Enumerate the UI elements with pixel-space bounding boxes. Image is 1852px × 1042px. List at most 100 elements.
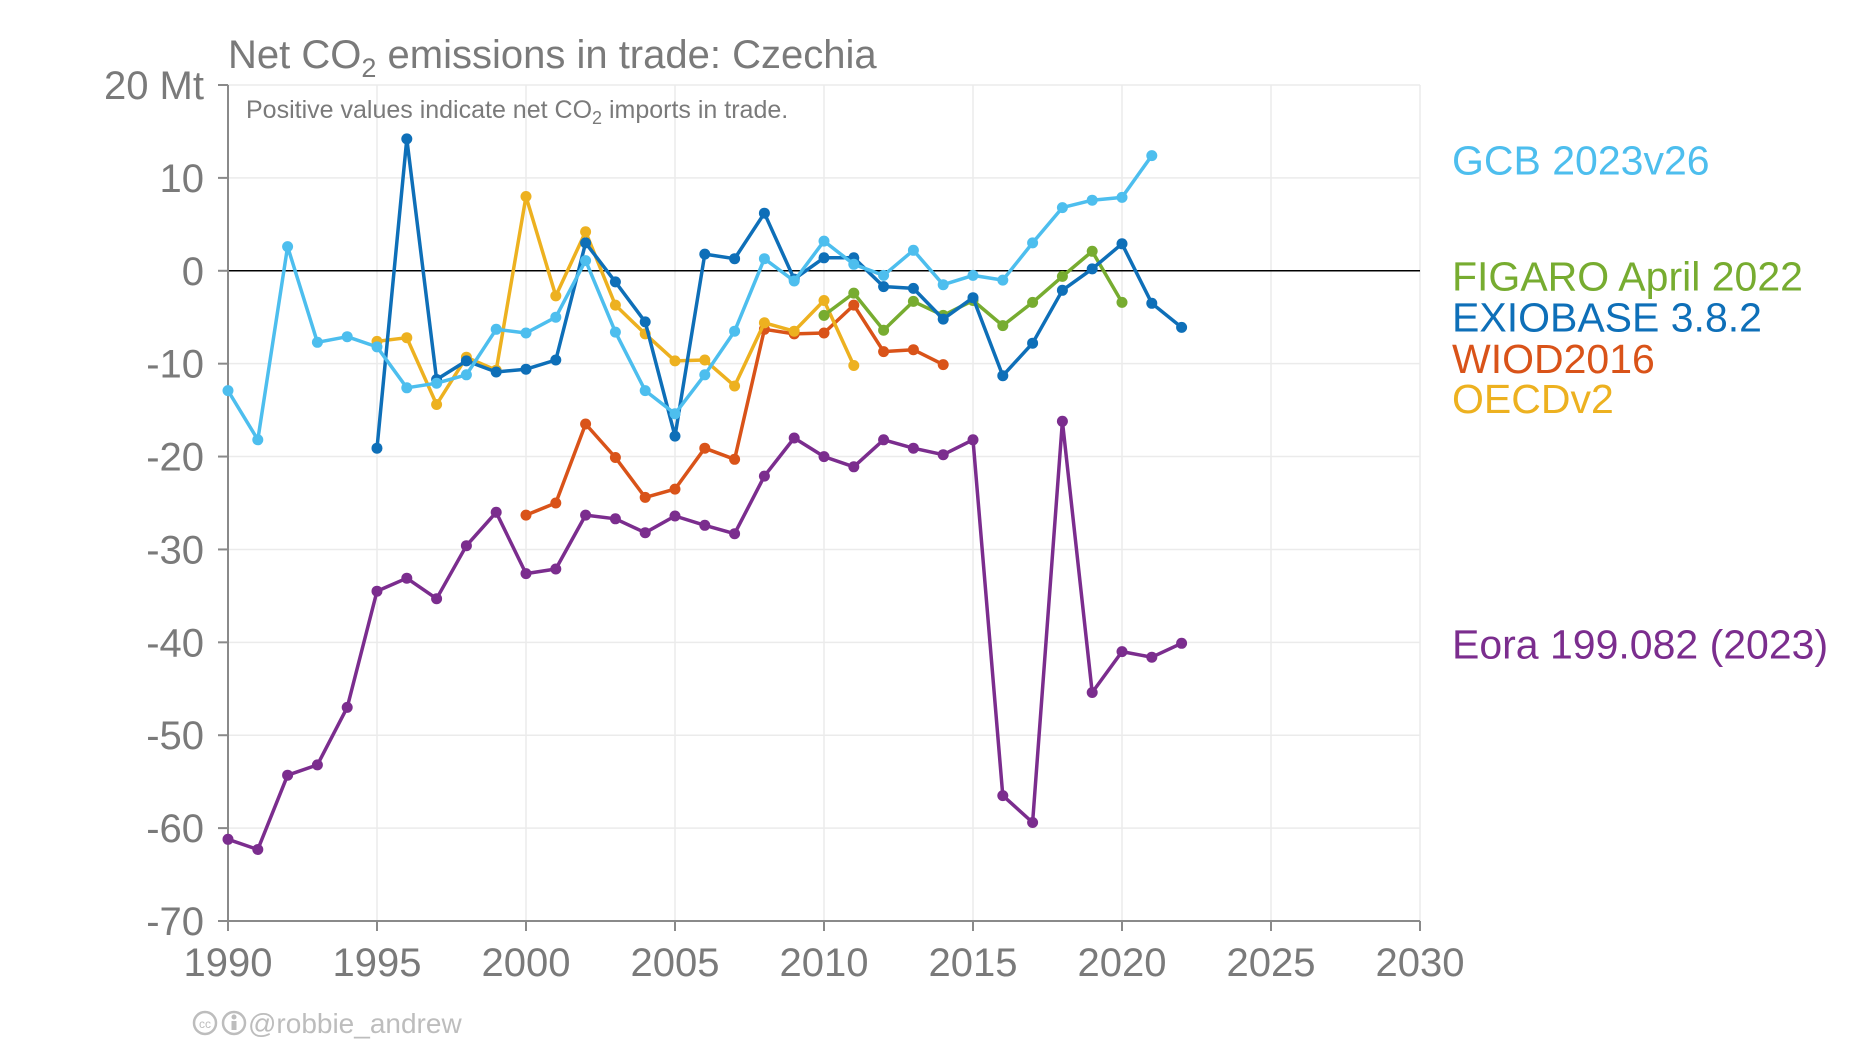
- data-point: [848, 360, 860, 371]
- data-point: [550, 354, 562, 366]
- data-point: [878, 434, 890, 446]
- series-exiobase-3-8-2: [371, 133, 1188, 454]
- data-point: [699, 519, 711, 531]
- data-point: [490, 366, 502, 378]
- data-point: [1056, 415, 1068, 427]
- data-point: [609, 276, 621, 288]
- legend-entry-eora-199-082-2023: Eora 199.082 (2023): [1452, 621, 1828, 667]
- data-point: [580, 226, 592, 238]
- data-point: [818, 451, 830, 463]
- x-tick-label: 2030: [1376, 941, 1465, 985]
- credit: cc @robbie_andrew: [192, 1008, 462, 1039]
- data-point: [550, 311, 562, 323]
- data-point: [282, 769, 294, 781]
- y-tick-label: -70: [146, 900, 204, 944]
- series-gcb-2023v26: [222, 150, 1158, 446]
- series-line-exiobase-3-8-2: [375, 137, 1184, 450]
- data-point: [878, 281, 890, 293]
- data-point: [341, 701, 353, 713]
- data-point: [490, 506, 502, 518]
- data-point: [401, 332, 413, 344]
- data-point: [699, 442, 711, 454]
- data-point: [222, 833, 234, 845]
- series-line-eora-199-082-2023: [226, 419, 1184, 852]
- data-point: [460, 355, 472, 367]
- data-point: [252, 434, 264, 446]
- data-point: [1086, 194, 1098, 206]
- data-point: [818, 235, 830, 247]
- data-point: [669, 510, 681, 522]
- data-point: [520, 568, 532, 580]
- data-point: [907, 295, 919, 307]
- x-tick-label: 2005: [631, 941, 720, 985]
- data-point: [431, 377, 443, 389]
- data-point: [669, 483, 681, 495]
- data-point: [729, 380, 741, 392]
- y-tick-label: -30: [146, 528, 204, 572]
- data-point: [252, 844, 264, 855]
- data-point: [1086, 263, 1098, 275]
- data-point: [729, 528, 741, 540]
- data-point: [848, 299, 860, 311]
- x-tick-label: 1995: [333, 941, 422, 985]
- data-point: [699, 369, 711, 381]
- data-point: [580, 509, 592, 521]
- data-point: [580, 255, 592, 267]
- data-point: [758, 470, 770, 482]
- data-point: [788, 275, 800, 287]
- x-tick-label: 2015: [929, 941, 1018, 985]
- data-point: [401, 133, 413, 145]
- data-point: [788, 325, 800, 337]
- data-point: [699, 248, 711, 260]
- data-point: [1086, 687, 1098, 698]
- data-point: [967, 292, 979, 304]
- data-point: [1027, 296, 1039, 308]
- data-point: [907, 344, 919, 356]
- data-point: [460, 540, 472, 552]
- data-point: [609, 452, 621, 463]
- series-lines: [222, 133, 1188, 855]
- data-point: [818, 327, 830, 339]
- data-point: [520, 327, 532, 339]
- data-point: [878, 324, 890, 336]
- data-point: [1056, 284, 1068, 296]
- data-point: [222, 385, 234, 397]
- by-icon: [221, 1010, 247, 1036]
- y-tick-label: 0: [182, 250, 204, 294]
- data-point: [550, 497, 562, 509]
- data-point: [401, 382, 413, 394]
- data-point: [997, 320, 1009, 332]
- data-point: [311, 336, 323, 348]
- data-point: [669, 408, 681, 420]
- data-point: [818, 252, 830, 264]
- data-point: [699, 354, 711, 366]
- data-point: [520, 509, 532, 521]
- data-point: [609, 299, 621, 311]
- data-point: [1116, 238, 1128, 250]
- data-point: [997, 274, 1009, 286]
- data-point: [460, 369, 472, 381]
- data-point: [341, 331, 353, 343]
- cc-icon: cc: [192, 1010, 218, 1036]
- data-point: [818, 295, 830, 306]
- data-point: [550, 290, 562, 302]
- data-point: [1086, 245, 1098, 257]
- data-point: [967, 269, 979, 281]
- data-point: [788, 432, 800, 444]
- data-point: [729, 325, 741, 337]
- data-point: [669, 430, 681, 442]
- series-eora-199-082-2023: [222, 415, 1188, 855]
- data-point: [937, 359, 949, 371]
- legend-entry-exiobase-3-8-2: EXIOBASE 3.8.2: [1452, 294, 1762, 340]
- data-point: [1146, 651, 1158, 663]
- data-point: [1027, 337, 1039, 349]
- credit-handle: @robbie_andrew: [248, 1008, 462, 1039]
- legend-entry-wiod2016: WIOD2016: [1452, 336, 1655, 382]
- data-point: [609, 326, 621, 338]
- data-point: [1176, 637, 1188, 649]
- x-tick-label: 2020: [1078, 941, 1167, 985]
- data-point: [878, 269, 890, 281]
- data-point: [937, 449, 949, 461]
